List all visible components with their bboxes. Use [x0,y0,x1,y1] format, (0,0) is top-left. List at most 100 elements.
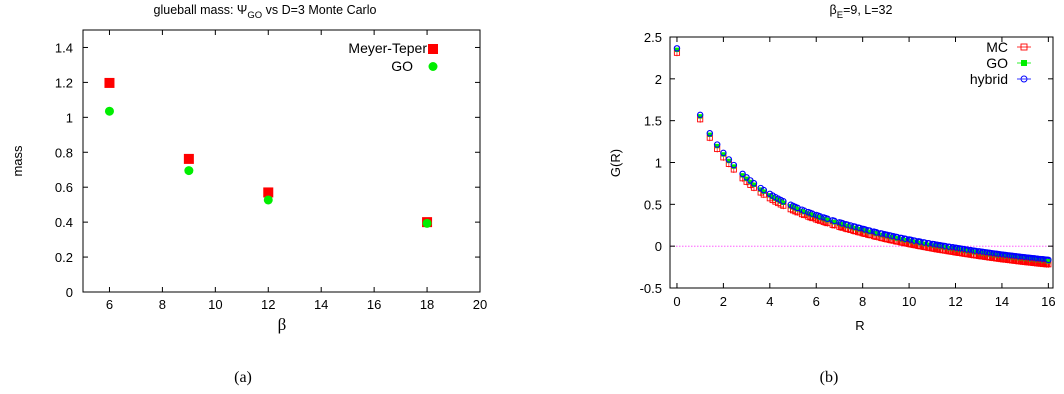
chart-a-points [104,77,433,228]
chart-a-ticks: 6 8 10 12 14 16 18 20 0 0.2 0.4 0.6 0.8 1 1.2 1.4 [55,30,487,312]
go-point [894,236,900,241]
go-point [801,209,807,215]
chart-b-xtick-label: 14 [995,294,1009,309]
go-point [761,189,767,194]
hybrid-point [750,180,758,187]
hybrid-point [730,161,738,169]
chart-a-ytick-label: 1.2 [55,75,73,90]
chart-a-plot-frame [82,29,481,293]
chart-b-ylabel: G(R) [608,149,623,177]
chart-b-ticks: 0 2 4 6 8 10 12 14 16 -0.5 0 0.5 1 1.5 2 2.5 [640,30,1056,309]
go-point [922,241,927,247]
hybrid-point [760,186,768,194]
chart-a-xtick-label: 16 [367,297,381,312]
hybrid-point [1045,256,1052,264]
chart-a-ytick-label: 0.4 [55,215,73,230]
point-go [184,166,194,176]
chart-a-xtick-label: 20 [473,297,487,312]
chart-a-ylabel: mass [10,145,25,177]
chart-a-xtick-label: 10 [208,297,222,312]
legend-hybrid-marker [1017,75,1031,83]
go-point [810,212,815,218]
hybrid-point [739,170,746,178]
chart-b-legend: MC GO hybrid [970,39,1031,87]
hybrid-point [780,198,787,205]
chart-a-ytick-label: 0.8 [55,145,73,160]
go-point [832,220,837,225]
hybrid-point [743,174,750,181]
chart-a-xtick-label: 12 [261,297,275,312]
chart-a-ytick-label: 0 [66,285,73,300]
hybrid-point [696,111,704,119]
point-meyer-teper [104,77,115,88]
go-point [707,132,712,137]
hybrid-point [809,210,816,217]
chart-b-xtick-label: 4 [766,294,773,309]
chart-a-legend: Meyer-Teper GO [348,40,438,74]
chart-a-xlabel: β [278,315,287,334]
chart-b-points [673,45,1052,268]
chart-a-ytick-label: 0.2 [55,250,73,265]
go-point [674,47,680,53]
legend-meyer-teper-marker [428,44,438,54]
go-point [926,242,932,248]
hybrid-point [713,141,721,148]
chart-a: glueball mass: ΨGO vs D=3 Monte Carlo 6 8… [10,3,487,386]
chart-a-xtick-label: 14 [314,297,328,312]
chart-b-caption: (b) [820,369,839,386]
chart-a-xtick-label: 8 [159,297,166,312]
chart-b-ytick-label: 0 [655,239,662,254]
chart-a-ytick-label: 1.4 [55,40,73,55]
chart-a-ytick-label: 1 [66,110,73,125]
go-point [714,143,720,149]
go-point [697,114,703,119]
go-point [867,229,872,235]
chart-a-xtick-label: 18 [420,297,434,312]
chart-b-ytick-label: -0.5 [640,281,662,296]
legend-meyer-teper-label: Meyer-Teper [348,40,427,56]
chart-b-xtick-label: 6 [813,294,820,309]
go-point [751,182,757,188]
point-go [263,195,273,205]
go-point [874,231,879,237]
chart-a-ytick-label: 0.6 [55,180,73,195]
legend-go-marker [428,62,438,71]
legend-go-b-label: GO [986,55,1008,71]
chart-b-xtick-label: 2 [720,294,727,309]
chart-b-xtick-label: 0 [673,294,680,309]
legend-go-label: GO [391,58,413,74]
go-point [748,179,753,185]
chart-b: βE=9, L=32 0 2 4 6 8 10 12 14 16 -0.5 0 0.5 1 1.5 2 2.5… [608,3,1056,386]
legend-mc-label: MC [986,39,1008,55]
go-point [795,207,800,212]
chart-a-xtick-label: 6 [106,297,113,312]
legend-hybrid-label: hybrid [970,71,1008,87]
chart-b-ytick-label: 1 [655,156,662,171]
go-point [726,158,732,164]
go-point [740,173,745,178]
hybrid-point [800,207,808,214]
point-meyer-teper [263,187,274,198]
go-point [1046,259,1051,264]
go-point [731,164,737,169]
chart-a-caption: (a) [234,369,252,386]
go-point [903,238,908,243]
legend-go-b-marker [1017,60,1031,66]
legend-mc-marker [1017,43,1031,51]
go-point [918,241,923,246]
chart-b-ytick-label: 2.5 [644,30,662,45]
chart-b-xtick-label: 8 [859,294,866,309]
go-point [817,215,823,221]
chart-b-xtick-label: 12 [948,294,962,309]
point-go [422,218,432,228]
hybrid-point [706,130,714,137]
go-point [721,152,726,157]
chart-b-xtick-label: 16 [1041,294,1055,309]
chart-b-xlabel: R [855,318,864,333]
hybrid-point [816,213,824,220]
point-go [104,106,114,116]
go-point [840,222,845,227]
chart-b-ytick-label: 0.5 [644,197,662,212]
chart-b-xtick-label: 10 [902,294,916,309]
